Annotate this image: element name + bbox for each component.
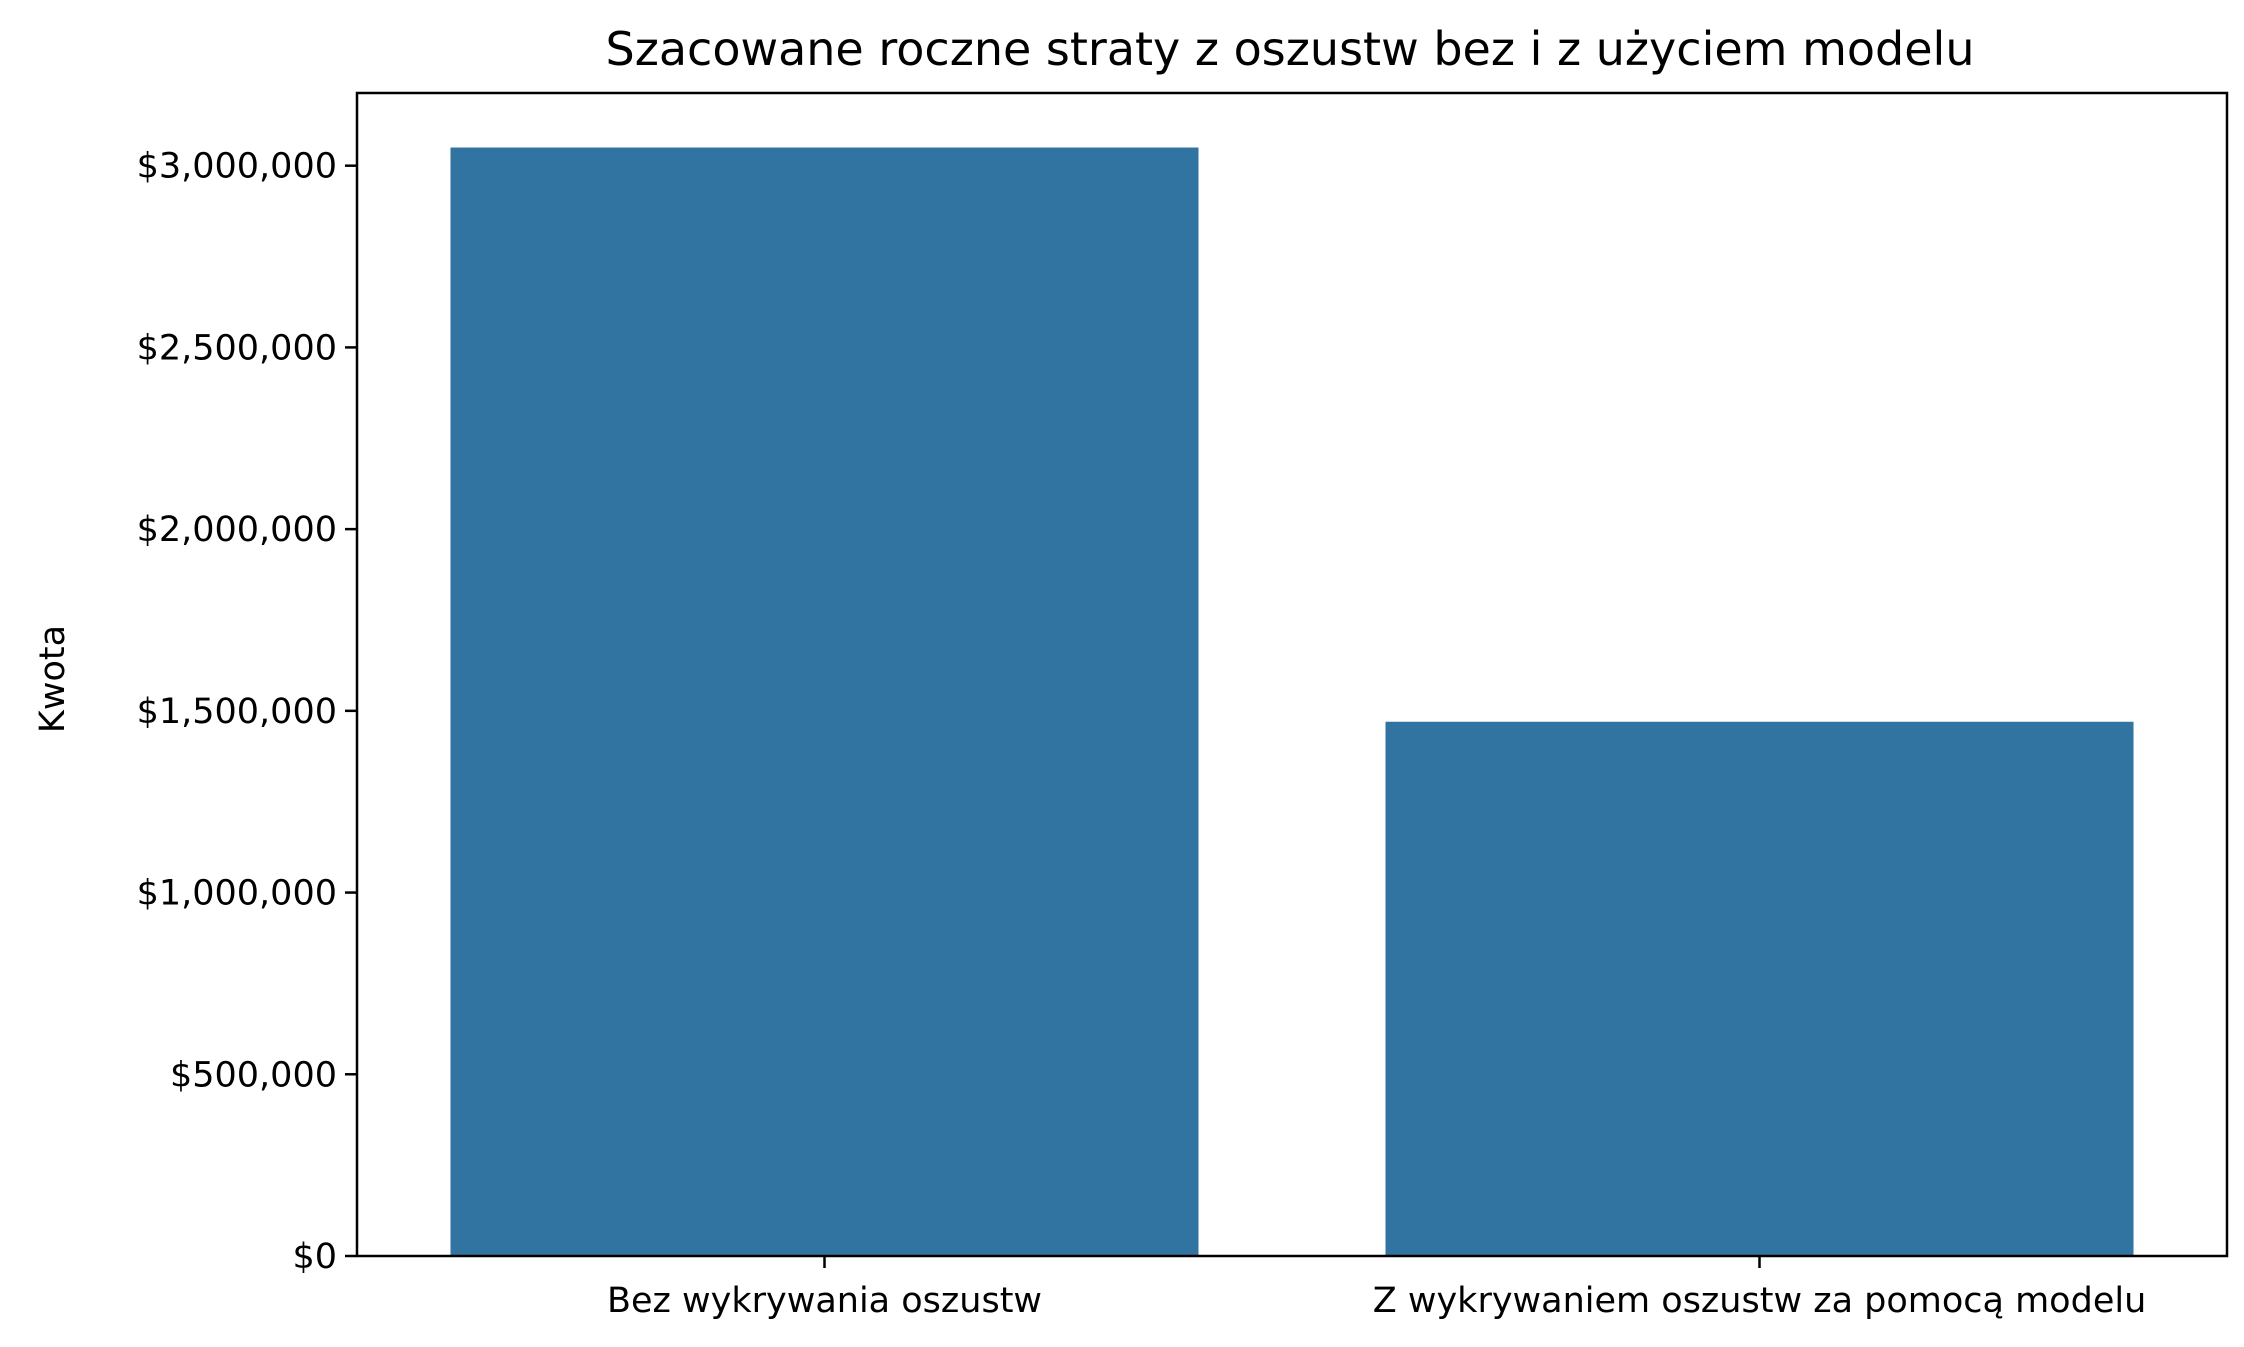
bars-group bbox=[450, 147, 2134, 1256]
y-axis-ticks: $0 $500,000 $1,000,000 $1,500,000 $2,000,000… bbox=[137, 147, 357, 1277]
y-axis-label: Kwota bbox=[33, 625, 73, 733]
bar-2 bbox=[1385, 721, 2134, 1256]
y-tick-label: $1,000,000 bbox=[137, 874, 337, 914]
plot-frame bbox=[355, 91, 2229, 1258]
y-tick-label: $1,500,000 bbox=[137, 692, 337, 732]
y-tick-label: $3,000,000 bbox=[137, 147, 337, 187]
chart-title: Szacowane roczne straty z oszustw bez i … bbox=[606, 22, 1975, 76]
y-tick-label: $2,000,000 bbox=[137, 510, 337, 550]
x-axis-ticks: Bez wykrywania oszustw Z wykrywaniem oszu… bbox=[607, 1256, 2146, 1321]
y-tick-label: $2,500,000 bbox=[137, 328, 337, 368]
bar-1 bbox=[450, 147, 1199, 1256]
y-tick-label: $0 bbox=[292, 1237, 337, 1277]
x-tick-label: Z wykrywaniem oszustw za pomocą modelu bbox=[1373, 1281, 2147, 1321]
x-tick-label: Bez wykrywania oszustw bbox=[607, 1281, 1042, 1321]
y-tick-label: $500,000 bbox=[170, 1055, 337, 1095]
